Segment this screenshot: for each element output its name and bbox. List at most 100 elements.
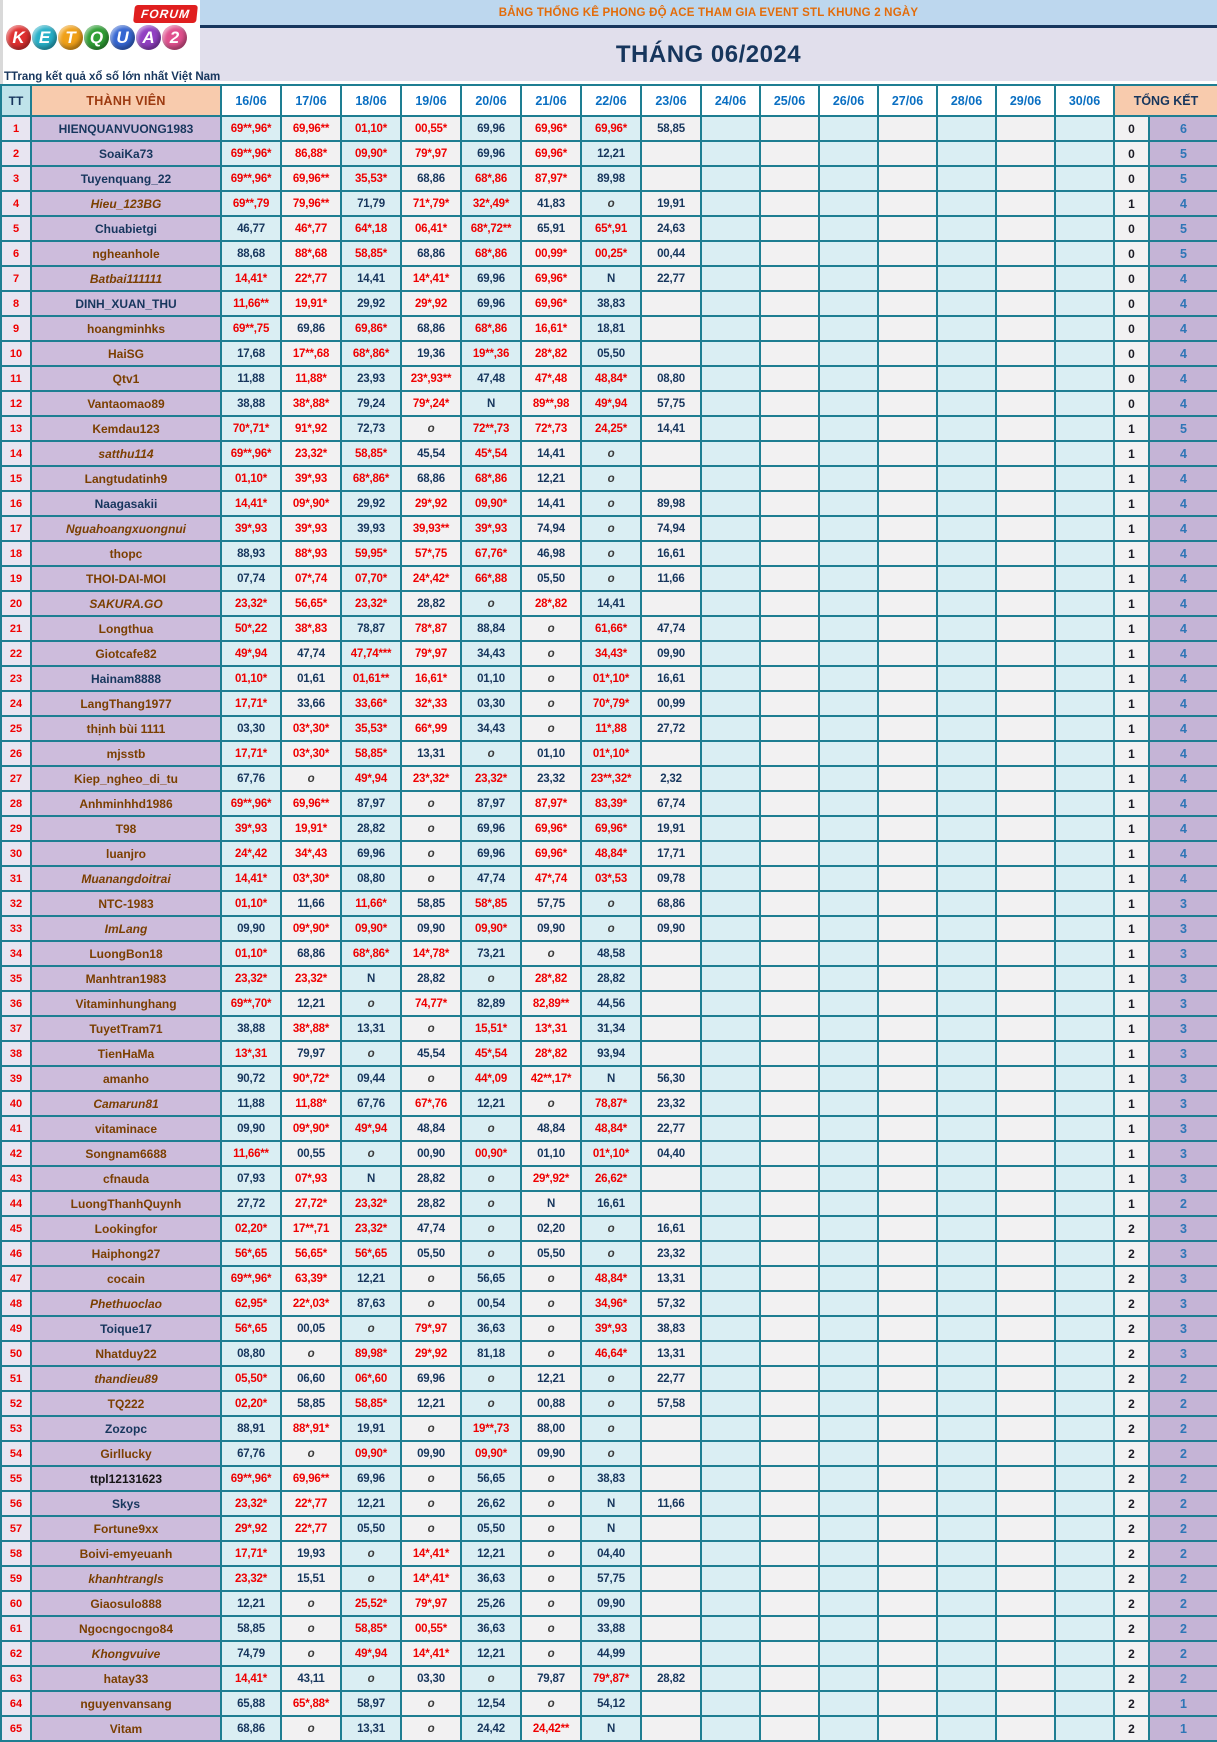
score-cell: 09,90*: [340, 915, 402, 942]
member-name: thịnh bùi 1111: [30, 715, 222, 742]
score-cell: 67,76*: [460, 540, 522, 567]
score-cell: 65,88: [220, 1690, 282, 1717]
score-cell: [1054, 890, 1115, 917]
score-cell: 69**,70*: [220, 990, 282, 1017]
score-cell: [700, 1690, 761, 1717]
score-cell: [936, 740, 997, 767]
score-cell: [759, 1690, 820, 1717]
score-cell: [640, 590, 702, 617]
score-cell: 58,97: [340, 1690, 402, 1717]
tk-total-cell: 4: [1148, 540, 1217, 567]
tk-count-cell: 1: [1113, 1190, 1150, 1217]
score-cell: [877, 265, 938, 292]
score-cell: [995, 315, 1056, 342]
score-cell: 12,21: [520, 465, 582, 492]
score-cell: [1054, 1015, 1115, 1042]
tk-count-cell: 1: [1113, 190, 1150, 217]
score-cell: [759, 790, 820, 817]
tk-count-cell: 2: [1113, 1265, 1150, 1292]
score-cell: 38*,88*: [280, 1015, 342, 1042]
tt-cell: 7: [0, 265, 32, 292]
score-cell: [818, 1415, 879, 1442]
score-cell: [818, 1465, 879, 1492]
score-cell: 57,75: [640, 390, 702, 417]
score-cell: 58,85: [220, 1615, 282, 1642]
tk-total-cell: 3: [1148, 990, 1217, 1017]
tk-total-cell: 2: [1148, 1440, 1217, 1467]
table-row: 55 ttpl12131623 69**,96* 69,96** 69,96 o 56,65…: [0, 1465, 1217, 1492]
score-cell: 05,50: [580, 340, 642, 367]
tk-total-cell: 5: [1148, 215, 1217, 242]
score-cell: [877, 415, 938, 442]
score-cell: o: [400, 1015, 462, 1042]
score-cell: 28,82: [580, 965, 642, 992]
score-cell: [759, 1290, 820, 1317]
table-row: 45 Lookingfor 02,20* 17**,71 23,32* 47,74 o 02,…: [0, 1215, 1217, 1242]
score-cell: 14*,41*: [400, 1640, 462, 1667]
score-cell: 38,83: [580, 290, 642, 317]
score-cell: N: [580, 265, 642, 292]
tt-cell: 23: [0, 665, 32, 692]
score-cell: [759, 390, 820, 417]
score-cell: 68*,86: [460, 315, 522, 342]
score-cell: [877, 1015, 938, 1042]
score-cell: 18,81: [580, 315, 642, 342]
score-cell: 09,90*: [460, 490, 522, 517]
tk-total-cell: 3: [1148, 940, 1217, 967]
score-cell: [936, 715, 997, 742]
tt-cell: 26: [0, 740, 32, 767]
score-cell: [936, 1215, 997, 1242]
table-row: 48 Phethuoclao 62,95* 22*,03* 87,63 o 00,54 o 34…: [0, 1290, 1217, 1317]
tk-count-cell: 1: [1113, 490, 1150, 517]
score-cell: [759, 740, 820, 767]
score-cell: [1054, 1615, 1115, 1642]
score-cell: [1054, 215, 1115, 242]
score-cell: [759, 115, 820, 142]
tk-total-cell: 2: [1148, 1465, 1217, 1492]
score-cell: [936, 1540, 997, 1567]
score-cell: 56,65: [460, 1465, 522, 1492]
score-cell: o: [280, 1590, 342, 1617]
score-cell: 01,10: [520, 740, 582, 767]
score-cell: [640, 140, 702, 167]
score-cell: [818, 1540, 879, 1567]
score-cell: 22,77: [640, 265, 702, 292]
score-cell: 16,61: [640, 1215, 702, 1242]
tk-count-cell: 1: [1113, 815, 1150, 842]
header-date: 16/06: [220, 84, 282, 117]
score-cell: o: [400, 1490, 462, 1517]
score-cell: [995, 190, 1056, 217]
table-row: 32 NTC-1983 01,10* 11,66 11,66* 58,85 58*,85 57…: [0, 890, 1217, 917]
table-row: 16 Naagasakii 14,41* 09*,90* 29,92 29*,92 09,9…: [0, 490, 1217, 517]
table-row: 54 Girllucky 67,76 o 09,90* 09,90 09,90* 09,90 o…: [0, 1440, 1217, 1467]
score-cell: [700, 1615, 761, 1642]
score-cell: [818, 715, 879, 742]
member-name: Vitaminhunghang: [30, 990, 222, 1017]
score-cell: [877, 1190, 938, 1217]
score-cell: [759, 1390, 820, 1417]
table-row: 56 Skys 23,32* 22*,77 12,21 o 26,62 o N 11,66 2 2: [0, 1490, 1217, 1517]
score-cell: [936, 1690, 997, 1717]
table-row: 41 vitaminace 09,90 09*,90* 49*,94 48,84 o 48,8…: [0, 1115, 1217, 1142]
score-cell: o: [400, 415, 462, 442]
score-cell: 23,32*: [280, 965, 342, 992]
score-cell: 81,18: [460, 1340, 522, 1367]
score-cell: 06*,60: [340, 1365, 402, 1392]
tk-total-cell: 2: [1148, 1590, 1217, 1617]
score-cell: [640, 290, 702, 317]
score-cell: 49*,94: [340, 1640, 402, 1667]
table-row: 59 khanhtrangls 23,32* 15,51 o 14*,41* 36,63 o 5…: [0, 1565, 1217, 1592]
score-cell: o: [340, 1040, 402, 1067]
score-cell: 07*,93: [280, 1165, 342, 1192]
score-cell: 88,93: [220, 540, 282, 567]
score-cell: [818, 290, 879, 317]
score-cell: 17,68: [220, 340, 282, 367]
score-cell: [818, 440, 879, 467]
table-row: 61 Ngocngocngo84 58,85 o 58,85* 00,55* 36,63 o 3…: [0, 1615, 1217, 1642]
score-cell: [700, 915, 761, 942]
member-name: hatay33: [30, 1665, 222, 1692]
score-cell: [818, 615, 879, 642]
score-cell: [759, 965, 820, 992]
tt-cell: 61: [0, 1615, 32, 1642]
